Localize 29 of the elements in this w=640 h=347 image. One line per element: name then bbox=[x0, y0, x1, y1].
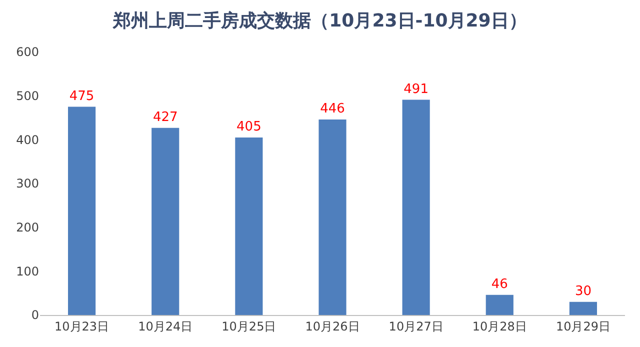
data-label: 30 bbox=[574, 284, 592, 299]
x-tick-label: 10月25日 bbox=[222, 319, 276, 334]
x-tick-label: 10月26日 bbox=[305, 319, 360, 334]
y-tick-label: 600 bbox=[16, 45, 39, 60]
x-tick-label: 10月29日 bbox=[556, 319, 610, 334]
bar bbox=[569, 302, 597, 315]
y-tick-label: 300 bbox=[16, 176, 39, 191]
bar bbox=[318, 120, 346, 315]
data-label: 446 bbox=[320, 102, 345, 116]
x-tick-label: 10月28日 bbox=[472, 319, 527, 334]
y-tick-label: 500 bbox=[16, 89, 39, 104]
y-tick-label: 400 bbox=[16, 132, 39, 147]
bar bbox=[486, 294, 514, 315]
x-tick-label: 10月27日 bbox=[388, 319, 444, 334]
bar bbox=[152, 128, 180, 315]
data-label: 427 bbox=[152, 110, 178, 125]
y-tick-label: 0 bbox=[31, 308, 39, 322]
data-label: 46 bbox=[491, 276, 508, 292]
data-label: 405 bbox=[236, 119, 262, 134]
bar bbox=[235, 137, 263, 315]
x-tick-label: 10月24日 bbox=[138, 319, 193, 334]
bar bbox=[68, 106, 96, 315]
chart-title: 郑州上周二手房成交数据（10月23日-10月29日） bbox=[112, 10, 527, 32]
data-label: 491 bbox=[404, 82, 428, 97]
x-tick-label: 10月23日 bbox=[54, 319, 110, 334]
bar bbox=[402, 100, 430, 315]
y-tick-label: 200 bbox=[16, 220, 39, 235]
y-tick-label: 100 bbox=[16, 264, 39, 278]
data-label: 475 bbox=[69, 88, 94, 104]
